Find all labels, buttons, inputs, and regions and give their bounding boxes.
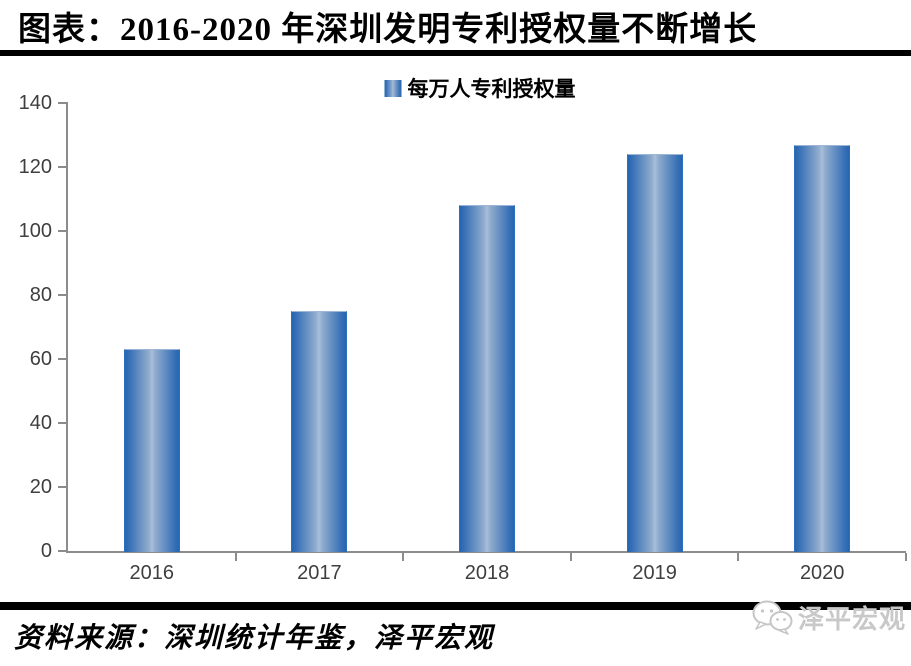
y-axis-label: 40 <box>29 412 52 434</box>
y-axis-label: 60 <box>29 348 52 370</box>
x-axis-label: 2020 <box>799 562 845 584</box>
y-axis-tick <box>58 230 66 232</box>
y-axis-label: 100 <box>18 220 52 242</box>
x-axis-label: 2017 <box>297 562 342 584</box>
y-axis-label: 140 <box>18 92 52 114</box>
y-axis-tick <box>58 550 66 552</box>
y-axis-label: 0 <box>40 540 52 562</box>
x-axis-label: 2019 <box>632 562 677 584</box>
bar-2019 <box>626 154 683 552</box>
x-axis-label: 2018 <box>464 562 510 584</box>
bar-2017 <box>291 311 348 552</box>
x-axis-tick <box>402 553 405 561</box>
bar-2020 <box>794 144 851 552</box>
source-note: 资料来源：深圳统计年鉴，泽平宏观 <box>14 623 495 654</box>
y-axis-label: 120 <box>18 156 52 178</box>
legend-label: 每万人专利授权量 <box>407 77 576 101</box>
x-axis-tick <box>905 553 907 561</box>
legend-marker-icon <box>384 79 402 97</box>
title-divider <box>0 50 911 56</box>
y-axis-tick <box>58 102 66 104</box>
bar-2018 <box>459 205 515 552</box>
chart-legend: 每万人专利授权量 <box>384 73 576 103</box>
y-axis-tick <box>58 294 66 296</box>
x-axis <box>66 551 906 553</box>
y-axis <box>66 102 68 553</box>
x-axis-label: 2016 <box>129 562 175 584</box>
chat-bubbles-icon <box>752 600 793 635</box>
x-axis-tick <box>569 553 572 561</box>
bar-2016 <box>123 349 180 552</box>
brand-logo: 泽平宏观 <box>751 598 906 636</box>
x-axis-tick <box>737 553 740 561</box>
y-axis-tick <box>58 166 66 168</box>
footer-divider <box>0 602 911 610</box>
brand-logo-text: 泽平宏观 <box>797 603 906 634</box>
y-axis-label: 80 <box>29 284 52 306</box>
y-axis-label: 20 <box>29 476 52 498</box>
x-axis-tick <box>234 553 237 561</box>
y-axis-tick <box>58 358 66 360</box>
y-axis-tick <box>58 422 66 424</box>
page-title: 图表：2016-2020 年深圳发明专利授权量不断增长 <box>18 12 758 48</box>
y-axis-tick <box>58 486 66 488</box>
